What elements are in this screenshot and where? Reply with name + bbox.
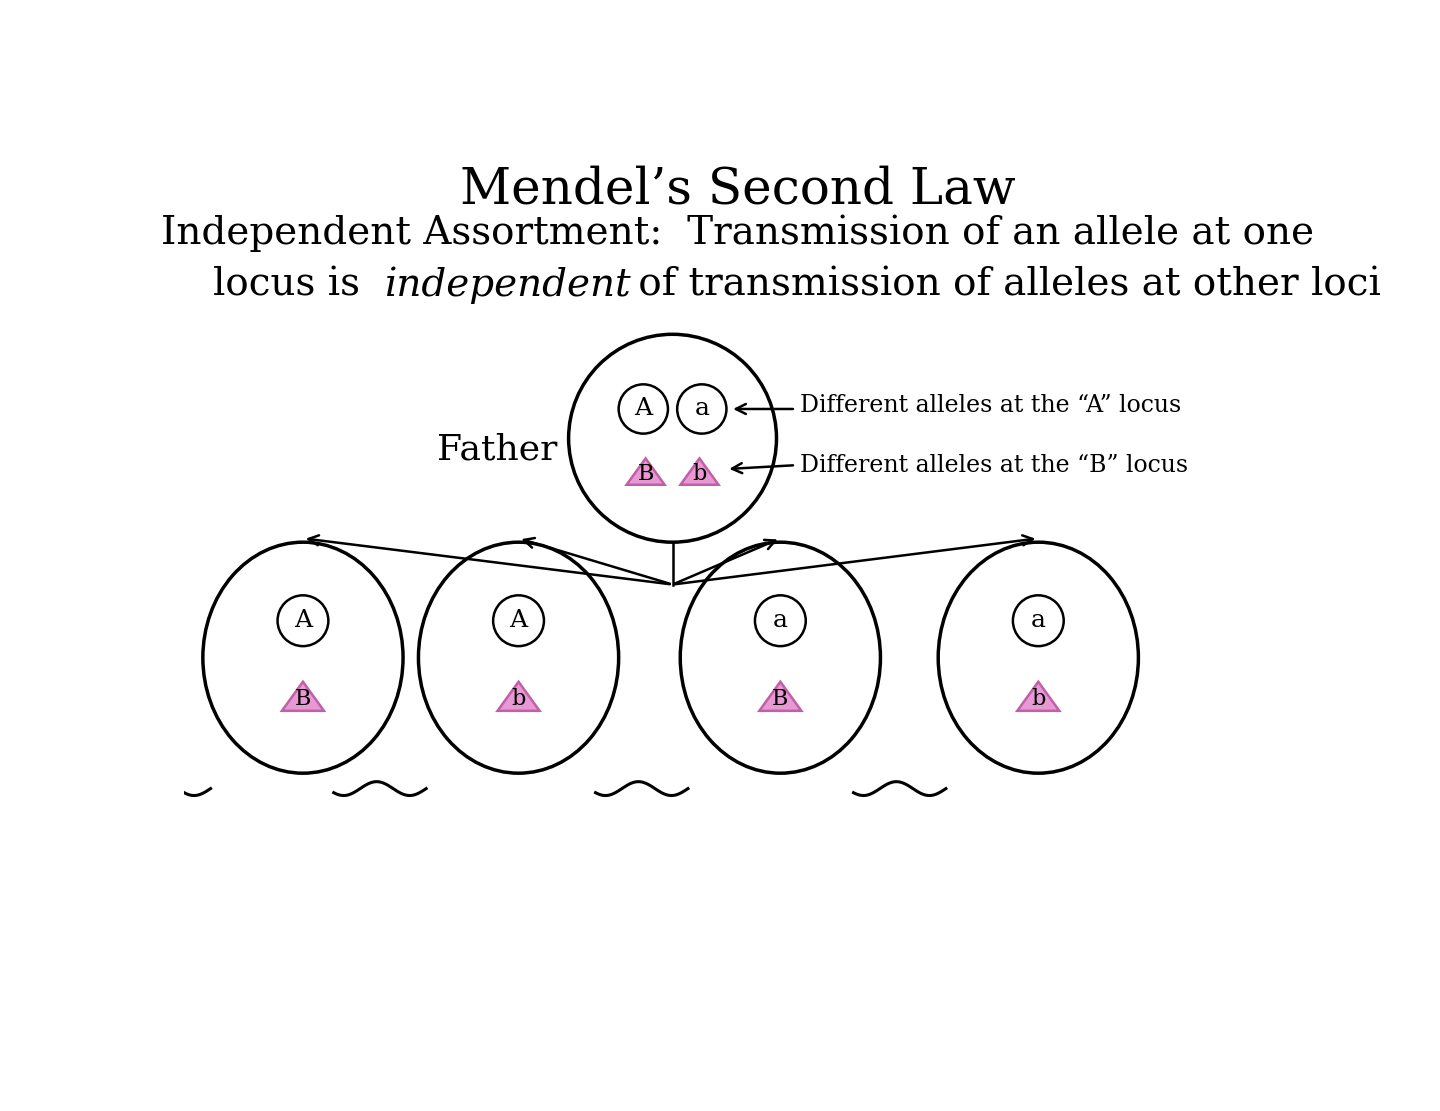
Polygon shape [1017, 682, 1060, 711]
Ellipse shape [203, 542, 403, 773]
Ellipse shape [939, 542, 1139, 773]
Text: A: A [634, 398, 652, 420]
Text: Different alleles at the “A” locus: Different alleles at the “A” locus [799, 393, 1181, 417]
Text: B: B [638, 463, 654, 486]
Polygon shape [626, 459, 665, 484]
Text: independent: independent [384, 267, 631, 304]
Text: a: a [1031, 609, 1045, 632]
Text: b: b [1031, 688, 1045, 710]
Circle shape [278, 595, 328, 647]
Circle shape [677, 384, 726, 433]
Circle shape [619, 384, 668, 433]
Polygon shape [498, 682, 540, 711]
Text: Mendel’s Second Law: Mendel’s Second Law [461, 164, 1015, 214]
Text: b: b [511, 688, 526, 710]
Circle shape [569, 334, 776, 542]
Circle shape [755, 595, 806, 647]
Polygon shape [681, 459, 719, 484]
Circle shape [1012, 595, 1064, 647]
Text: Different alleles at the “B” locus: Different alleles at the “B” locus [799, 453, 1188, 477]
Polygon shape [282, 682, 324, 711]
Text: of transmission of alleles at other loci: of transmission of alleles at other loci [626, 267, 1381, 303]
Text: A: A [294, 609, 312, 632]
Circle shape [492, 595, 544, 647]
Text: Father: Father [436, 433, 557, 467]
Text: locus is: locus is [213, 267, 372, 303]
Text: Independent Assortment:  Transmission of an allele at one: Independent Assortment: Transmission of … [161, 214, 1315, 252]
Text: B: B [772, 688, 789, 710]
Text: b: b [693, 463, 707, 486]
Text: a: a [694, 398, 710, 420]
Polygon shape [759, 682, 802, 711]
Text: B: B [295, 688, 311, 710]
Ellipse shape [680, 542, 880, 773]
Text: A: A [510, 609, 527, 632]
Text: a: a [773, 609, 788, 632]
Ellipse shape [419, 542, 619, 773]
